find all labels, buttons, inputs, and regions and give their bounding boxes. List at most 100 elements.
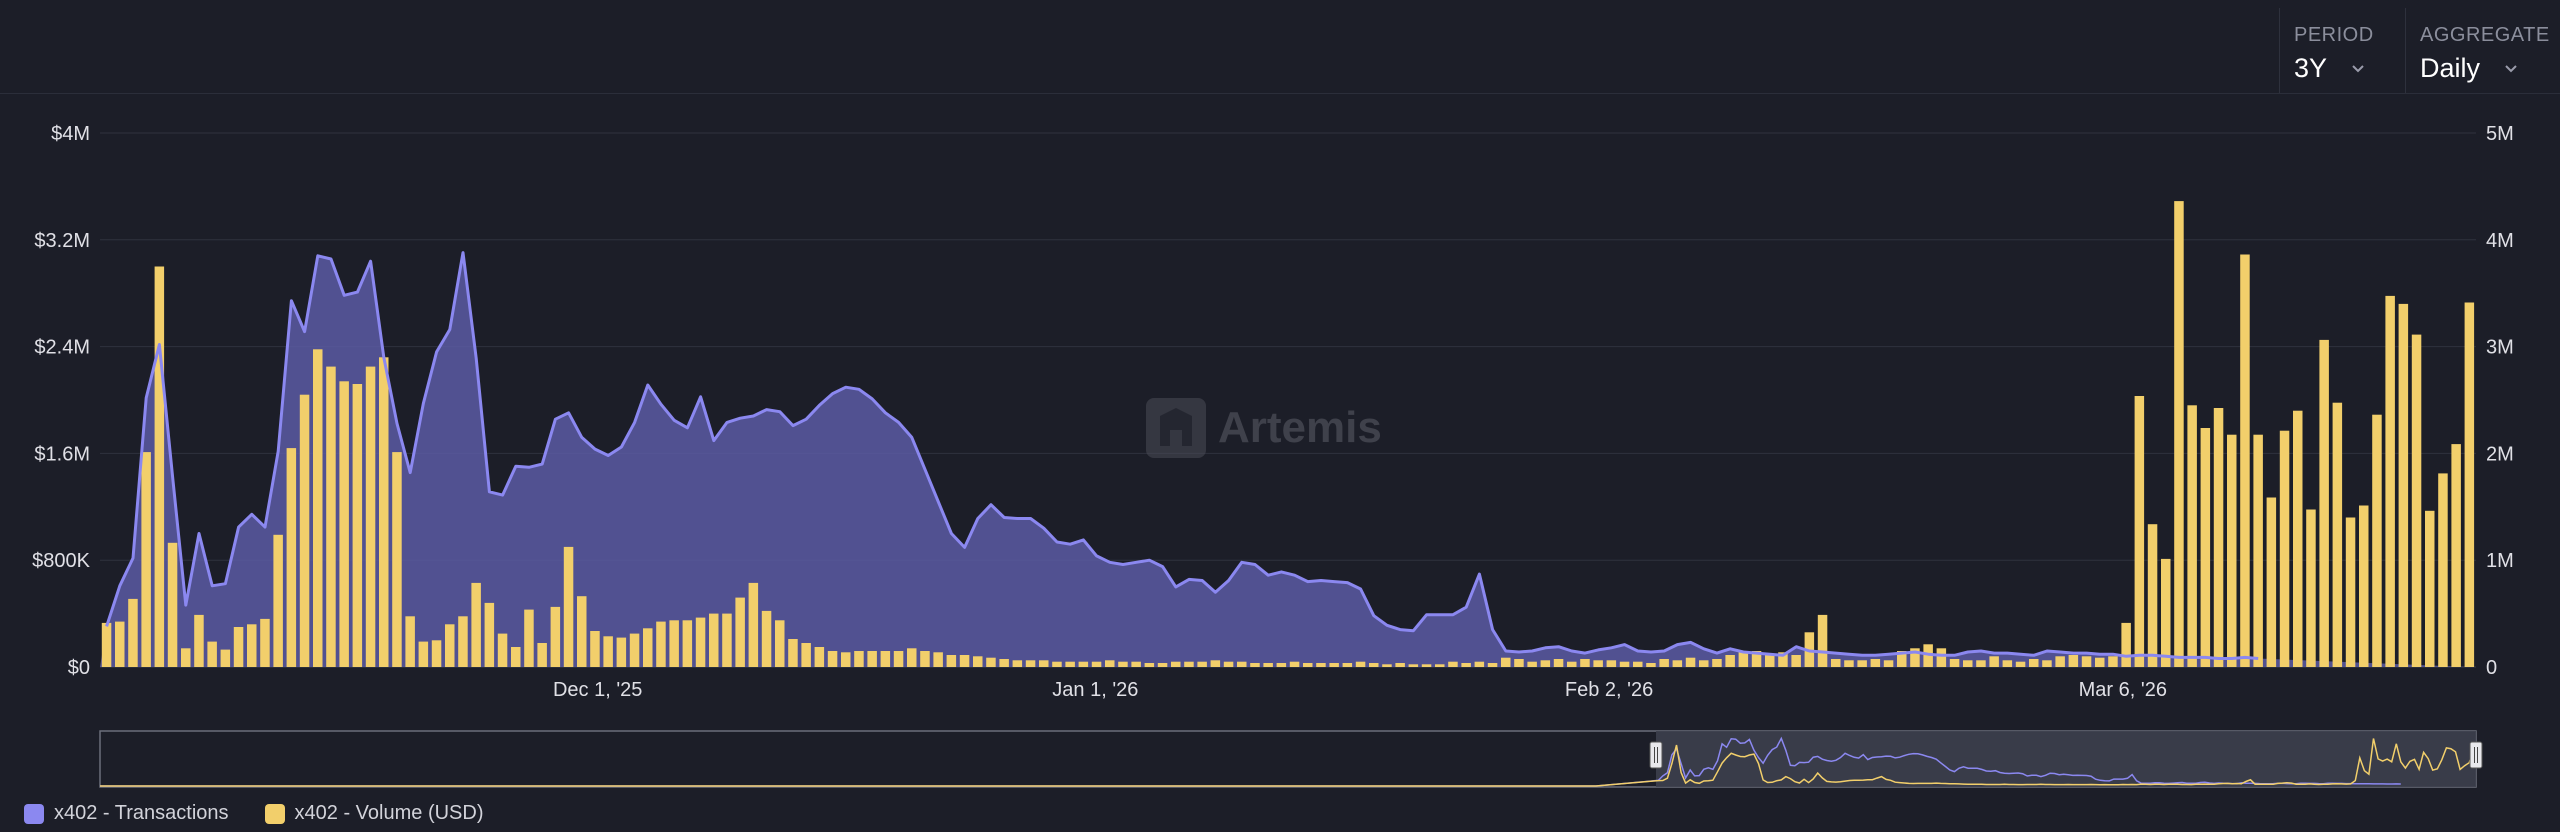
volume-bar (1606, 660, 1617, 667)
chart[interactable]: $0 $800K $1.6M $2.4M $3.2M $4M 0 1M 2M 3M 4M 5M Dec … (0, 93, 2560, 793)
volume-bar (1395, 663, 1405, 667)
volume-bar (1989, 656, 1999, 667)
volume-bar (1171, 661, 1181, 667)
volume-bar (524, 609, 534, 667)
volume-bar (1065, 661, 1075, 667)
volume-bar (1699, 660, 1709, 667)
period-label: PERIOD (2294, 24, 2374, 46)
aggregate-selector[interactable]: AGGREGATE Daily (2405, 8, 2555, 93)
legend-label: x402 - Transactions (54, 802, 229, 824)
volume-bar (2029, 659, 2039, 667)
volume-bar (2108, 656, 2118, 667)
volume-bar (286, 448, 297, 667)
y-right-tick-label: 5M (2486, 123, 2514, 145)
period-selector[interactable]: PERIOD 3Y (2279, 8, 2405, 93)
y-right-tick-label: 1M (2486, 550, 2514, 572)
volume-bar (1078, 661, 1089, 667)
volume-bar (722, 613, 732, 667)
navigator-handle-right[interactable] (2469, 741, 2483, 769)
volume-bar (2015, 661, 2026, 667)
y-right-tick-label: 0 (2486, 657, 2497, 679)
volume-bar (1685, 657, 1696, 667)
volume-bar (1025, 660, 1036, 667)
volume-bar (1910, 648, 1920, 667)
volume-bar (920, 651, 930, 667)
volume-bar (1949, 659, 1960, 667)
volume-bar (973, 656, 983, 667)
watermark: Artemis (1146, 398, 1382, 458)
volume-bar (101, 622, 112, 667)
volume-bar (352, 384, 363, 667)
volume-bar (471, 582, 481, 667)
volume-bar (2266, 497, 2277, 667)
volume-bar (946, 655, 957, 667)
legend-item-transactions[interactable]: x402 - Transactions (24, 802, 229, 825)
volume-bar (2279, 430, 2290, 667)
volume-bar (959, 655, 970, 667)
volume-bar (1580, 659, 1590, 667)
volume-bar (1289, 661, 1300, 667)
volume-bar (392, 452, 402, 667)
volume-bar (933, 652, 943, 667)
legend-item-volume[interactable]: x402 - Volume (USD) (264, 802, 484, 825)
volume-bar (1527, 661, 1537, 667)
volume-bar (2200, 428, 2211, 667)
volume-bar (1303, 663, 1313, 667)
volume-bar (2372, 414, 2382, 667)
volume-bar (128, 598, 138, 667)
volume-bar (1936, 648, 1947, 667)
volume-bar (907, 648, 917, 667)
volume-bar (511, 647, 521, 667)
volume-bar (841, 652, 851, 667)
volume-bar (1712, 659, 1722, 667)
volume-bar (1382, 664, 1392, 667)
volume-bar (2134, 396, 2145, 667)
volume-bar (2359, 505, 2369, 667)
chevron-down-icon (2352, 64, 2364, 72)
volume-bar (2306, 509, 2316, 667)
volume-bar (1329, 663, 1339, 667)
volume-bar (1553, 659, 1564, 667)
volume-bar (867, 651, 877, 667)
volume-bar (1250, 663, 1260, 667)
volume-bar (695, 617, 706, 667)
watermark-text: Artemis (1218, 403, 1382, 452)
volume-bar (2042, 660, 2052, 667)
period-value: 3Y (2294, 53, 2328, 83)
volume-bar (1210, 660, 1221, 667)
transactions-area (100, 252, 2470, 667)
volume-bar (563, 546, 574, 667)
volume-bar (880, 651, 891, 667)
range-navigator[interactable] (99, 730, 2483, 788)
volume-bar (2002, 660, 2013, 667)
legend-swatch (264, 803, 285, 824)
volume-bar (1751, 651, 1762, 667)
volume-bar (1870, 659, 1881, 667)
legend-label: x402 - Volume (USD) (294, 802, 484, 824)
volume-bar (2121, 622, 2131, 667)
volume-bar (1408, 664, 1419, 667)
volume-bar (1487, 663, 1498, 667)
y-left-tick-label: $3.2M (34, 230, 90, 252)
volume-bar (669, 620, 679, 667)
navigator-handle-left[interactable] (1649, 741, 1663, 769)
volume-bar (2398, 303, 2409, 667)
volume-bar (313, 349, 323, 667)
volume-bar (709, 613, 719, 667)
volume-bar (1197, 661, 1207, 667)
volume-bar (2345, 517, 2356, 667)
volume-bar (788, 639, 798, 667)
y-left-tick-label: $800K (32, 550, 90, 572)
volume-bar (643, 628, 653, 667)
volume-bar (339, 381, 349, 667)
navigator-selection (1656, 731, 2476, 787)
volume-bar (616, 637, 627, 667)
volume-bar (326, 366, 336, 667)
volume-bar (1263, 663, 1273, 667)
transactions-line (105, 251, 2259, 660)
volume-bar (1276, 663, 1287, 667)
navigator-volume-line (100, 738, 2475, 787)
volume-bar (761, 610, 772, 667)
volume-bar (1963, 660, 1973, 667)
x-tick-label: Jan 1, '26 (1052, 679, 1138, 701)
